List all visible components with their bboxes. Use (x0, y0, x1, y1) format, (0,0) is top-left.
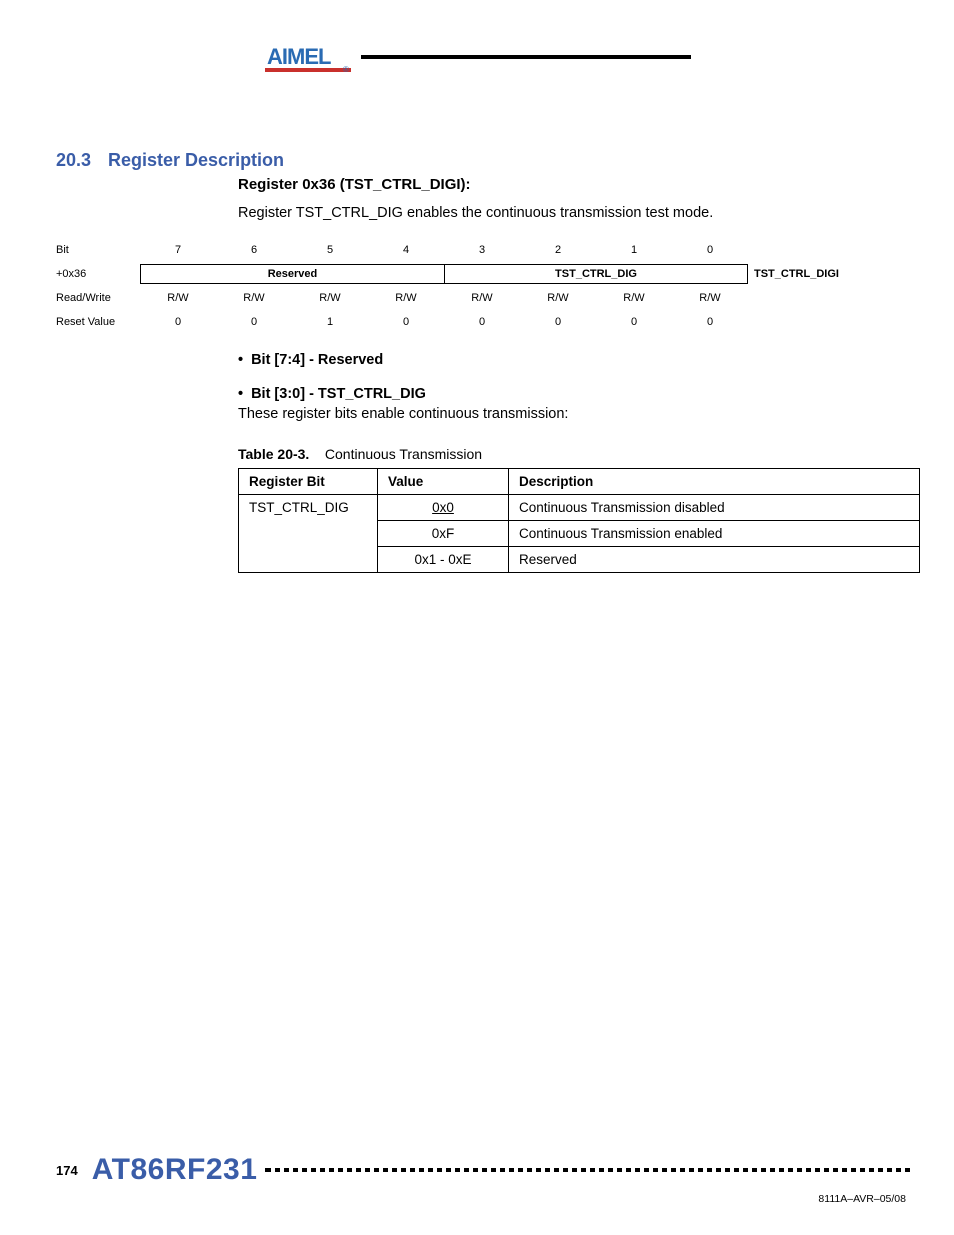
td-value: 0xF (378, 521, 509, 547)
table-caption: Table 20-3. Continuous Transmission (238, 446, 482, 462)
rw-cell: R/W (368, 292, 444, 304)
td-desc: Continuous Transmission enabled (509, 521, 920, 547)
reset-cell: 0 (444, 316, 520, 328)
reset-cell: 0 (520, 316, 596, 328)
svg-text:AIMEL: AIMEL (267, 44, 331, 69)
header-rule (361, 55, 691, 59)
row-label-reset: Reset Value (56, 316, 140, 328)
bullet-dot-icon: • (238, 352, 243, 368)
field-reserved: Reserved (140, 264, 444, 284)
reset-cell: 0 (368, 316, 444, 328)
td-value: 0x0 (432, 500, 454, 515)
bit-num: 7 (140, 244, 216, 256)
bullet-text: Bit [3:0] - TST_CTRL_DIG (251, 386, 426, 402)
continuous-transmission-table: Register Bit Value Description TST_CTRL_… (238, 468, 920, 573)
bit-num: 4 (368, 244, 444, 256)
register-name-right: TST_CTRL_DIGI (754, 268, 854, 280)
reset-cell: 1 (292, 316, 368, 328)
bullet-tst-ctrl-dig: • Bit [3:0] - TST_CTRL_DIG These register… (238, 386, 568, 422)
product-name: AT86RF231 (92, 1153, 258, 1187)
row-label-rw: Read/Write (56, 292, 140, 304)
caption-text: Continuous Transmission (325, 446, 482, 462)
td-regbit: TST_CTRL_DIG (239, 495, 378, 573)
rw-cell: R/W (444, 292, 520, 304)
bullet-text: Bit [7:4] - Reserved (251, 352, 383, 368)
bit-num: 2 (520, 244, 596, 256)
section-number: 20.3 (56, 150, 91, 171)
bit-field-table: Bit 7 6 5 4 3 2 1 0 +0x36 Reserved TST_C… (56, 238, 854, 334)
td-desc: Reserved (509, 547, 920, 573)
rw-cell: R/W (140, 292, 216, 304)
bit-num: 1 (596, 244, 672, 256)
reset-cell: 0 (596, 316, 672, 328)
bit-num: 3 (444, 244, 520, 256)
svg-text:®: ® (343, 65, 349, 74)
page-number: 174 (56, 1163, 78, 1178)
section-title: Register Description (108, 150, 284, 171)
bit-num: 6 (216, 244, 292, 256)
th-description: Description (509, 469, 920, 495)
th-value: Value (378, 469, 509, 495)
bit-num: 5 (292, 244, 368, 256)
td-value: 0x1 - 0xE (378, 547, 509, 573)
footer-rule-icon (265, 1167, 914, 1173)
bullet-dot-icon: • (238, 386, 243, 402)
row-label-offset: +0x36 (56, 268, 140, 280)
rw-cell: R/W (672, 292, 748, 304)
th-register-bit: Register Bit (239, 469, 378, 495)
bullet-description: These register bits enable continuous tr… (238, 406, 568, 422)
rw-cell: R/W (520, 292, 596, 304)
register-description: Register TST_CTRL_DIG enables the contin… (238, 205, 713, 221)
rw-cell: R/W (292, 292, 368, 304)
rw-cell: R/W (216, 292, 292, 304)
rw-cell: R/W (596, 292, 672, 304)
bit-num: 0 (672, 244, 748, 256)
row-label-bit: Bit (56, 244, 140, 256)
reset-cell: 0 (216, 316, 292, 328)
bullet-reserved: • Bit [7:4] - Reserved (238, 352, 383, 368)
td-desc: Continuous Transmission disabled (509, 495, 920, 521)
atmel-logo-icon: AIMEL ® (263, 40, 353, 74)
caption-label: Table 20-3. (238, 446, 309, 462)
register-title: Register 0x36 (TST_CTRL_DIGI): (238, 176, 471, 193)
brand-logo: AIMEL ® (263, 40, 353, 74)
reset-cell: 0 (672, 316, 748, 328)
reset-cell: 0 (140, 316, 216, 328)
field-tst-ctrl-dig: TST_CTRL_DIG (444, 264, 748, 284)
page-footer: 174 AT86RF231 (56, 1153, 914, 1187)
page-header: AIMEL ® (0, 40, 954, 74)
doc-id: 8111A–AVR–05/08 (818, 1193, 906, 1205)
